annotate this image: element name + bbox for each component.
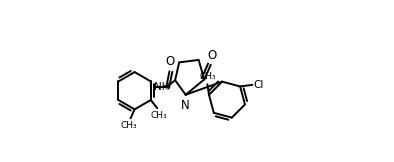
Text: CH₃: CH₃ <box>151 111 167 120</box>
Text: N: N <box>180 99 189 112</box>
Text: Cl: Cl <box>254 80 264 90</box>
Text: CH₃: CH₃ <box>199 72 216 81</box>
Text: O: O <box>165 55 175 68</box>
Text: NH: NH <box>154 82 169 93</box>
Text: O: O <box>207 49 216 62</box>
Text: CH₃: CH₃ <box>121 121 138 130</box>
